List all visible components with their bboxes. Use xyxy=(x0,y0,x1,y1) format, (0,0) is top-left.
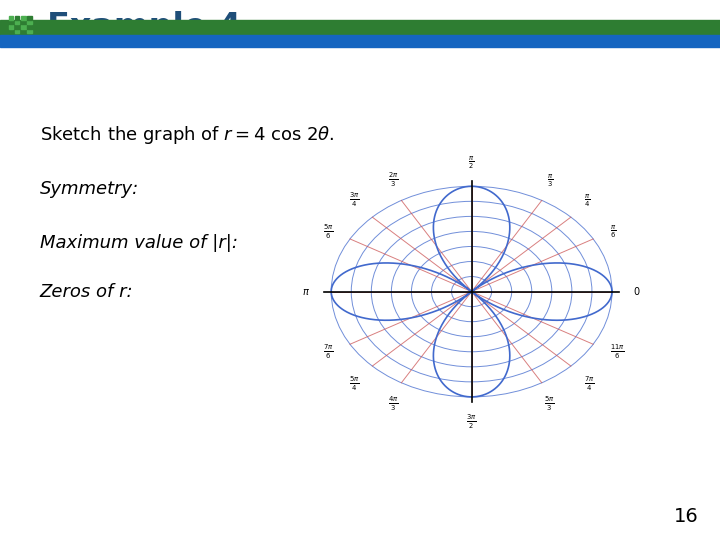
Text: $\frac{3\pi}{4}$: $\frac{3\pi}{4}$ xyxy=(349,191,359,208)
Text: Sketch the graph of $r = 4$ cos $2\theta$.: Sketch the graph of $r = 4$ cos $2\theta… xyxy=(40,124,334,146)
Text: Maximum value of |r|:: Maximum value of |r|: xyxy=(40,234,238,252)
Text: $\frac{5\pi}{3}$: $\frac{5\pi}{3}$ xyxy=(544,394,555,413)
Text: $\frac{\pi}{4}$: $\frac{\pi}{4}$ xyxy=(584,192,590,208)
Bar xyxy=(21,30,26,33)
Text: $\frac{7\pi}{6}$: $\frac{7\pi}{6}$ xyxy=(323,343,333,361)
Text: 0: 0 xyxy=(634,287,640,296)
Text: Symmetry:: Symmetry: xyxy=(40,180,139,198)
Text: $\frac{\pi}{2}$: $\frac{\pi}{2}$ xyxy=(469,154,474,171)
Bar xyxy=(14,16,19,19)
Text: $\frac{5\pi}{4}$: $\frac{5\pi}{4}$ xyxy=(349,375,359,393)
Text: Zeros of r:: Zeros of r: xyxy=(40,282,133,301)
Bar xyxy=(0,35,720,47)
Text: $\frac{3\pi}{2}$: $\frac{3\pi}{2}$ xyxy=(467,413,477,431)
Bar xyxy=(9,21,14,24)
Bar xyxy=(9,25,14,29)
Bar xyxy=(21,16,26,19)
Bar xyxy=(27,21,32,24)
Bar xyxy=(14,30,19,33)
Bar xyxy=(21,21,26,24)
Text: $\frac{\pi}{3}$: $\frac{\pi}{3}$ xyxy=(546,172,553,189)
Text: $\frac{4\pi}{3}$: $\frac{4\pi}{3}$ xyxy=(388,394,399,413)
Text: Example 4: Example 4 xyxy=(47,11,241,44)
Text: $\frac{5\pi}{6}$: $\frac{5\pi}{6}$ xyxy=(323,222,333,240)
Text: $\frac{\pi}{6}$: $\frac{\pi}{6}$ xyxy=(610,223,616,240)
Text: $\frac{7\pi}{4}$: $\frac{7\pi}{4}$ xyxy=(584,375,594,393)
Text: 16: 16 xyxy=(674,508,698,526)
Bar xyxy=(14,25,19,29)
Bar xyxy=(14,21,19,24)
Text: $\frac{2\pi}{3}$: $\frac{2\pi}{3}$ xyxy=(388,171,399,189)
Bar xyxy=(9,30,14,33)
Bar xyxy=(27,30,32,33)
Bar xyxy=(9,16,14,19)
Bar xyxy=(27,25,32,29)
Bar xyxy=(27,16,32,19)
Text: $\frac{11\pi}{6}$: $\frac{11\pi}{6}$ xyxy=(610,343,625,361)
Text: $\pi$: $\pi$ xyxy=(302,287,310,296)
Bar xyxy=(0,20,720,35)
Bar xyxy=(21,25,26,29)
